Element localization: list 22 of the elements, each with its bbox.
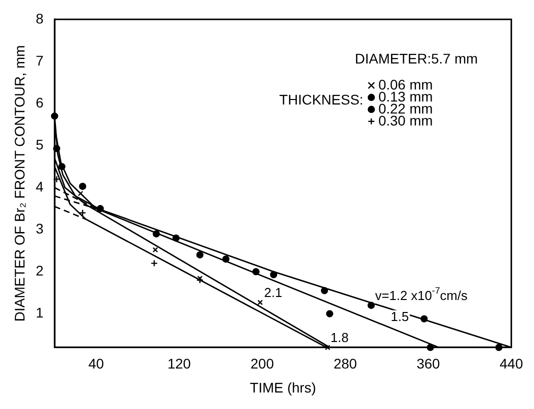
y-tick-label: 8 xyxy=(36,10,44,26)
annotation: DIAMETER:5.7 mm xyxy=(354,50,478,66)
legend-label: 0.06 mm xyxy=(378,76,433,92)
y-tick-label: 5 xyxy=(36,136,44,152)
y-tick-label: 1 xyxy=(36,304,44,321)
y-tick-label: 2 xyxy=(36,262,44,279)
y-axis-title: DIAMETER OF Br₂ FRONT CONTOUR, mm xyxy=(11,45,28,322)
x-tick-label: 440 xyxy=(500,356,524,372)
x-axis-title: TIME (hrs) xyxy=(250,379,316,396)
annotation: 1.5 xyxy=(390,308,409,324)
x-tick-label: 360 xyxy=(416,356,440,372)
x-tick-label: 200 xyxy=(250,356,274,372)
annotation: 1.8 xyxy=(330,330,349,345)
x-tick-label: 40 xyxy=(88,356,104,372)
y-tick-label: 4 xyxy=(36,178,44,194)
x-tick-label: 280 xyxy=(334,356,358,372)
legend-title: THICKNESS: xyxy=(279,91,364,108)
y-tick-label: 6 xyxy=(36,94,44,110)
x-tick-label: 120 xyxy=(167,356,192,372)
annotation: 2.1 xyxy=(264,284,282,300)
y-tick-label: 7 xyxy=(36,52,44,68)
y-tick-label: 3 xyxy=(36,220,44,237)
